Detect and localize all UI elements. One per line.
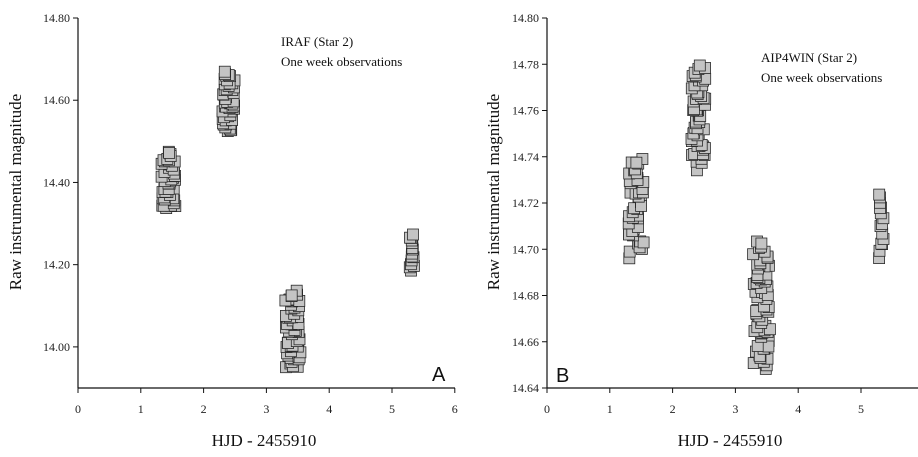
panel-b-data-point — [873, 188, 886, 201]
panel-a-y-tick-label: 14.40 — [43, 175, 70, 189]
panel-b-y-tick-label: 14.76 — [512, 104, 539, 118]
panel-b-y-tick-label: 14.68 — [512, 289, 539, 303]
panel-b-y-tick-label: 14.74 — [512, 150, 539, 164]
panel-b-x-tick-label: 5 — [858, 402, 864, 416]
panel-b-points — [622, 59, 890, 375]
panel-a-x-tick-label: 0 — [75, 402, 81, 416]
panel-b-x-ticks: 0 1 2 3 4 5 — [544, 388, 864, 416]
panel-b-data-point — [637, 236, 650, 249]
panel-b-x-tick-label: 4 — [795, 402, 801, 416]
panel-b-y-tick-label: 14.80 — [512, 11, 539, 25]
panel-b-y-tick-label: 14.78 — [512, 57, 539, 71]
panel-b-x-label: HJD - 2455910 — [678, 431, 783, 450]
panel-a-x-tick-label: 3 — [263, 402, 269, 416]
panel-b-x-tick-label: 3 — [732, 402, 738, 416]
panel-a-data-point — [407, 228, 419, 241]
panel-a-x-ticks: 0 1 2 3 4 5 6 — [75, 388, 458, 416]
panel-a-x-tick-label: 4 — [326, 402, 332, 416]
panel-a-y-tick-label: 14.60 — [43, 93, 70, 107]
panel-b-annotation-line-2: One week observations — [761, 70, 882, 85]
panel-a-annotation-line-1: IRAF (Star 2) — [281, 34, 353, 49]
panel-a: 14.00 14.20 14.40 14.60 14.80 0 1 2 3 4 5 6 IRAF (… — [6, 11, 458, 450]
panel-b-data-point — [755, 237, 768, 250]
panel-b-data-point — [764, 323, 776, 336]
panel-a-data-point — [285, 289, 298, 302]
panel-b-y-tick-label: 14.64 — [512, 381, 539, 395]
panel-b-x-tick-label: 2 — [670, 402, 676, 416]
panel-b-label: B — [556, 365, 569, 387]
panel-b-data-point — [630, 156, 643, 169]
panel-a-points — [155, 65, 420, 374]
panel-b-data-point — [693, 59, 706, 72]
panel-a-y-tick-label: 14.20 — [43, 258, 70, 272]
panel-b-data-point — [747, 248, 759, 261]
panel-b: 14.64 14.66 14.68 14.70 14.72 14.74 14.76 14.78… — [484, 11, 918, 450]
panel-a-x-tick-label: 2 — [201, 402, 207, 416]
panel-b-x-tick-label: 1 — [607, 402, 613, 416]
panel-a-annotation-line-2: One week observations — [281, 54, 402, 69]
panel-b-y-label: Raw instrumental magnitude — [484, 94, 503, 290]
panel-a-label: A — [432, 364, 446, 386]
panel-a-data-point — [163, 146, 176, 159]
panel-b-y-tick-label: 14.72 — [512, 196, 539, 210]
panel-a-y-tick-label: 14.80 — [43, 11, 70, 25]
panel-b-x-tick-label: 0 — [544, 402, 550, 416]
panel-a-y-ticks: 14.00 14.20 14.40 14.60 14.80 — [43, 11, 78, 354]
panel-a-x-tick-label: 1 — [138, 402, 144, 416]
panel-b-annotation-line-1: AIP4WIN (Star 2) — [761, 50, 857, 65]
panel-b-y-ticks: 14.64 14.66 14.68 14.70 14.72 14.74 14.76 14.78… — [512, 11, 547, 395]
panel-b-y-tick-label: 14.66 — [512, 335, 539, 349]
panel-a-x-label: HJD - 2455910 — [212, 431, 317, 450]
panel-a-x-tick-label: 5 — [389, 402, 395, 416]
panel-a-x-tick-label: 6 — [452, 402, 458, 416]
panel-b-y-tick-label: 14.70 — [512, 242, 539, 256]
panel-a-y-label: Raw instrumental magnitude — [6, 94, 25, 290]
panel-a-y-tick-label: 14.00 — [43, 340, 70, 354]
panel-a-data-point — [218, 65, 231, 78]
